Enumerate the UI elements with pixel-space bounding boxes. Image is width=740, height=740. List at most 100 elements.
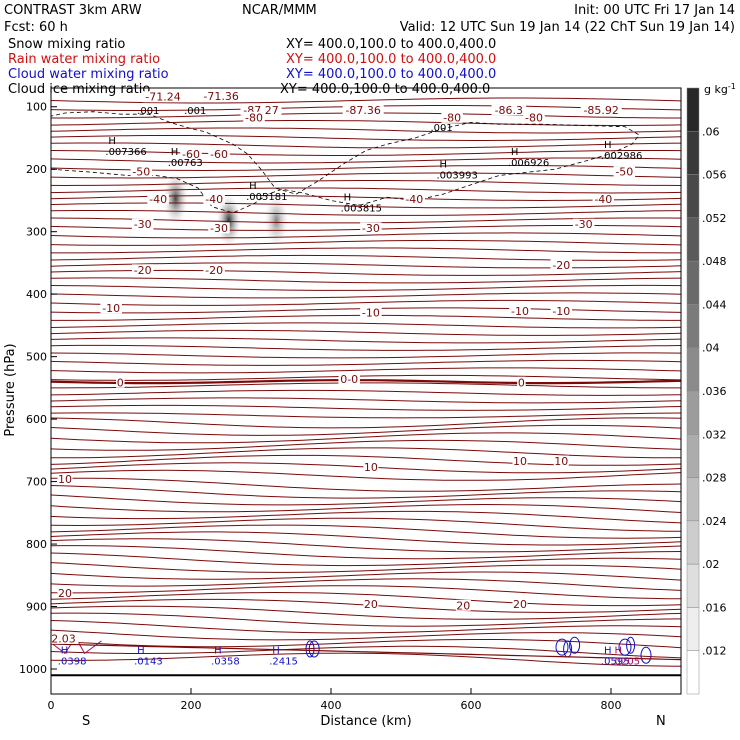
isotherm-label: -50 <box>132 166 150 179</box>
y-axis-title: Pressure (hPa) <box>3 343 18 436</box>
isotherm-line <box>51 578 681 591</box>
isotherm-label-bg <box>342 104 384 116</box>
isotherm-label-bg <box>130 166 153 178</box>
isotherm-label-bg <box>203 193 225 205</box>
colorbar-band <box>686 174 700 219</box>
isotherm-line <box>51 517 681 532</box>
x-end-label-south: S <box>82 714 90 729</box>
surface-line <box>51 643 681 677</box>
isotherm-line <box>51 150 681 156</box>
center-title: NCAR/MMM <box>242 3 317 18</box>
cloud-water-maximum-mark: H <box>272 645 280 656</box>
isotherm-line <box>51 552 681 567</box>
isotherm-label-bg <box>180 148 202 160</box>
model-title: CONTRAST 3km ARW <box>4 3 142 18</box>
isotherm-line <box>51 571 681 581</box>
isotherm-label: -30 <box>210 222 228 235</box>
isotherm-line <box>51 447 681 459</box>
colorbar-label: .056 <box>702 169 727 182</box>
isotherm-label: -80 <box>525 111 543 124</box>
isotherm-line <box>51 329 681 336</box>
isotherm-label: -10 <box>362 306 380 319</box>
isotherm-line <box>51 585 681 600</box>
isotherm-line <box>51 503 681 513</box>
isotherm-label: -30 <box>575 218 593 231</box>
y-tick-label: 1000 <box>19 663 47 676</box>
isotherm-line <box>51 639 681 649</box>
cloud-water-maximum-value: .0358 <box>211 656 240 667</box>
isotherm-label: 20 <box>58 587 72 600</box>
isotherm-zero-line <box>51 378 681 385</box>
ice-maximum-mark: H <box>440 159 448 170</box>
colorbar-band <box>686 260 700 305</box>
colorbar-label: .036 <box>702 385 727 398</box>
isotherm-label-bg <box>517 376 526 388</box>
isotherm-line <box>51 97 681 104</box>
isotherm-line <box>51 254 681 261</box>
isotherm-label: -30 <box>362 222 380 235</box>
isotherm-line <box>51 127 681 134</box>
isotherm-line <box>51 187 681 194</box>
isotherm-label-bg <box>491 104 527 116</box>
isotherm-line <box>51 432 681 444</box>
isotherm-line <box>51 477 681 492</box>
isotherm-line <box>51 510 681 524</box>
colorbar-band <box>686 520 700 565</box>
isotherm-labels: -72.03-71.24 -71.36-87.27 -87.36 -86.3 -85.9… <box>40 90 636 645</box>
legend-cloudwater-xy: XY= 400.0,100.0 to 400.0,400.0 <box>286 67 496 82</box>
cloud-water-contour <box>569 636 581 654</box>
x-tick-label: 200 <box>181 699 202 712</box>
colorbar-band <box>686 87 700 132</box>
isotherm-line <box>51 417 681 429</box>
isotherm-label-bg <box>553 455 569 467</box>
isotherm-label-bg <box>572 218 595 230</box>
isotherm-label-bg <box>523 111 545 123</box>
cloud-water-maximum-mark: H <box>61 645 69 656</box>
isotherm-label-bg <box>360 222 382 234</box>
legend-snow-label: Snow mixing ratio <box>8 37 125 52</box>
isotherm-line <box>51 135 681 141</box>
isotherm-line <box>51 352 681 359</box>
isotherm-line <box>51 262 681 269</box>
isotherm-line <box>51 424 681 436</box>
isotherm-label-bg <box>363 461 379 473</box>
isotherm-label: -80 <box>443 111 461 124</box>
isotherm-line <box>51 299 681 306</box>
colorbar-label: .02 <box>702 558 720 571</box>
colorbar-band <box>686 131 700 175</box>
ice-maximum-mark: H <box>249 181 257 192</box>
colorbar-label: .028 <box>702 472 727 485</box>
colorbar-band <box>686 390 700 435</box>
isotherm-line <box>51 620 681 634</box>
isotherm-line <box>51 367 681 374</box>
isotherm-label: -72.03 <box>40 632 75 645</box>
isotherm-label: 20 <box>513 598 527 611</box>
legend-ice-xy: XY= 400.0,100.0 to 400.0,400.0 <box>280 82 490 97</box>
isotherm-label: 10 <box>554 455 568 468</box>
isotherm-line <box>51 157 681 164</box>
cloud-water-maximum-value: .0595 <box>601 656 630 667</box>
isotherm-label-bg <box>509 305 531 317</box>
isotherm-line <box>51 645 681 659</box>
isotherm-label-bg <box>243 111 265 123</box>
isotherm-label: -60 <box>182 148 200 161</box>
isotherm-line <box>51 494 681 506</box>
isotherm-label-bg <box>403 193 426 205</box>
isotherm-line <box>51 239 681 246</box>
ice-maximum-value: .00763 <box>168 158 203 169</box>
cloud-water-contour <box>555 638 569 656</box>
isotherm-line <box>51 382 681 389</box>
y-tick-label: 600 <box>26 413 47 426</box>
isotherm-line <box>51 374 681 381</box>
colorbar-band <box>686 563 700 608</box>
ice-maximum-value: .002986 <box>601 151 642 162</box>
colorbar-label: .052 <box>702 212 727 225</box>
isotherm-label-bg <box>100 302 122 314</box>
colorbar-band <box>686 217 700 262</box>
isotherm-label: -40 <box>405 193 423 206</box>
isotherm-line <box>51 538 681 553</box>
isotherm-line <box>51 412 681 419</box>
y-tick-label: 300 <box>26 226 47 239</box>
